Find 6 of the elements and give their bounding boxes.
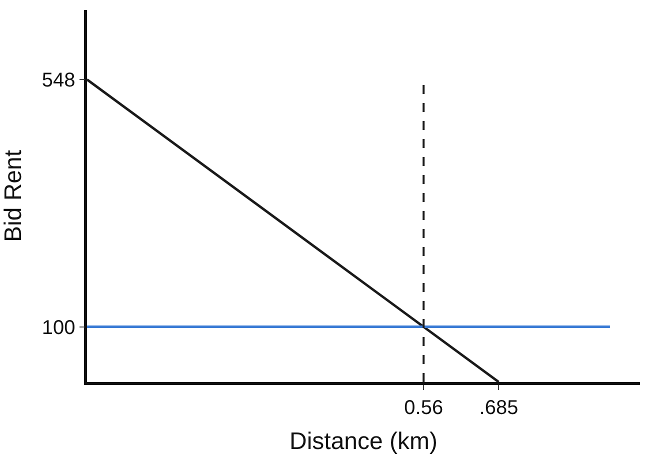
y-tick-label: 100 <box>42 316 76 339</box>
y-tick-label: 548 <box>42 70 76 92</box>
y-axis-title: Bid Rent <box>0 150 27 242</box>
x-axis-title: Distance (km) <box>289 428 438 456</box>
x-tick-label: .685 <box>479 396 518 419</box>
x-tick-label: 0.56 <box>404 396 444 419</box>
